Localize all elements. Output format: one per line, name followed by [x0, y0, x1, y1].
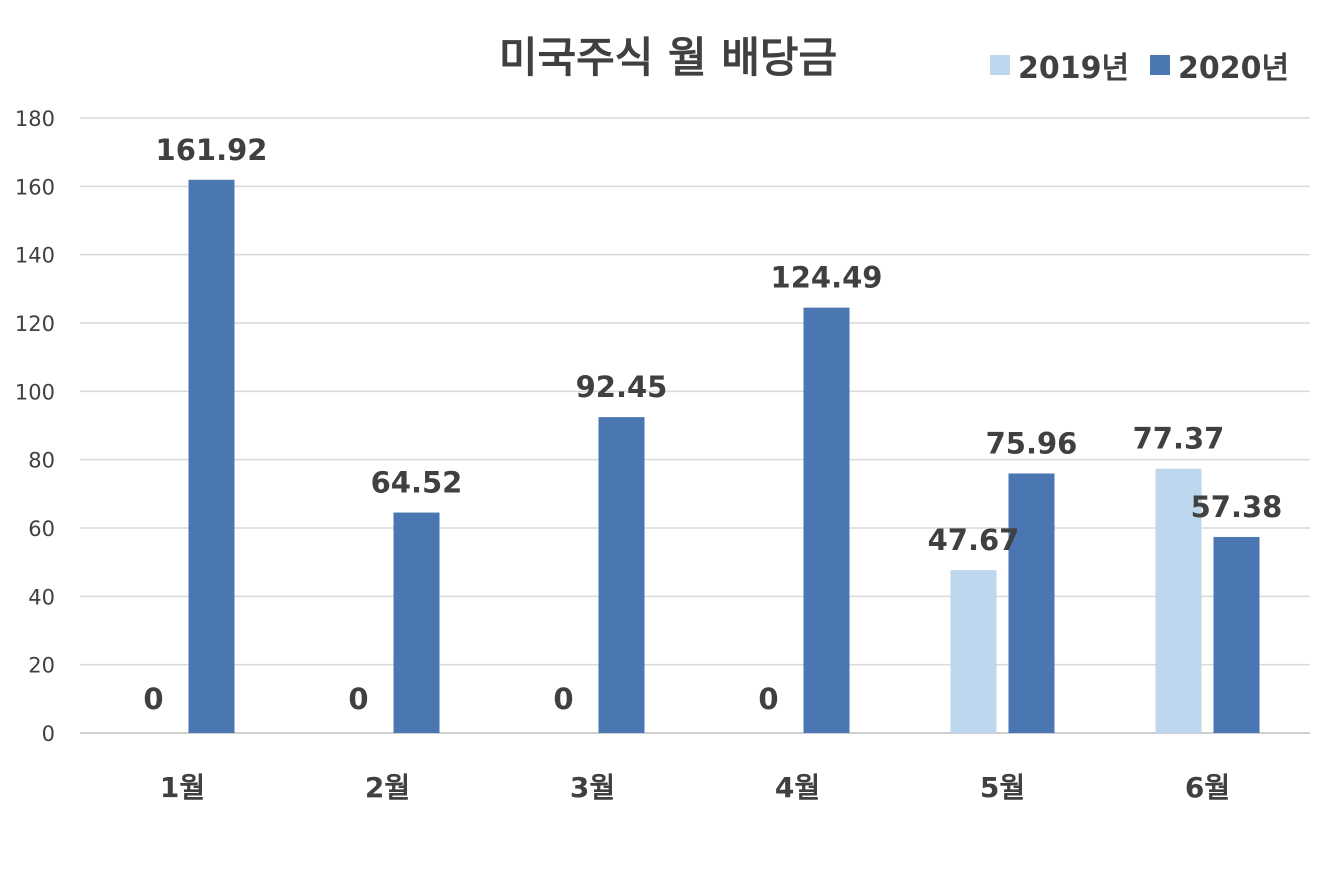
x-tick-2: 2월 — [365, 771, 410, 804]
gridlines — [80, 117, 1310, 734]
x-tick-1: 1월 — [160, 771, 205, 804]
data-label-2019년-1월: 0 — [143, 682, 163, 716]
legend-swatch-2020 — [1150, 55, 1170, 75]
y-tick-100: 100 — [15, 380, 55, 404]
chart-title: 미국주식 월 배당금 — [499, 33, 837, 82]
bar-2020년-5월 — [1008, 473, 1055, 733]
x-tick-3: 3월 — [570, 771, 615, 804]
y-tick-80: 80 — [28, 449, 55, 473]
legend-swatch-2019 — [990, 55, 1010, 75]
data-label-2020년-3월: 92.45 — [576, 370, 668, 404]
bar-2020년-4월 — [803, 307, 850, 733]
x-axis-ticks: 1월 2월 3월 4월 5월 6월 — [160, 771, 1230, 804]
x-tick-4: 4월 — [775, 771, 820, 804]
y-tick-60: 60 — [28, 517, 55, 541]
bar-2019년-5월 — [950, 570, 997, 733]
data-labels: 0 161.92 0 64.52 0 92.45 0 124.49 47.67 75.96 77.3… — [143, 133, 1282, 716]
data-label-2019년-5월: 47.67 — [928, 523, 1020, 557]
data-label-2020년-6월: 57.38 — [1191, 490, 1283, 524]
data-label-2019년-6월: 77.37 — [1133, 422, 1225, 456]
y-tick-20: 20 — [28, 654, 55, 678]
y-tick-160: 160 — [15, 175, 55, 199]
bar-2019년-6월 — [1155, 468, 1202, 733]
legend-label-2019: 2019년 — [1018, 51, 1129, 86]
data-label-2020년-4월: 124.49 — [771, 261, 883, 295]
data-label-2020년-5월: 75.96 — [986, 426, 1078, 460]
y-axis-ticks: 0 20 40 60 80 100 120 140 160 180 — [15, 107, 55, 746]
y-tick-40: 40 — [28, 585, 55, 609]
bars — [188, 179, 1260, 734]
data-label-2020년-2월: 64.52 — [371, 466, 463, 500]
data-label-2019년-4월: 0 — [758, 682, 778, 716]
x-tick-6: 6월 — [1185, 771, 1230, 804]
bar-2020년-2월 — [393, 512, 440, 733]
bar-2020년-1월 — [188, 179, 235, 734]
data-label-2019년-2월: 0 — [348, 682, 368, 716]
y-tick-140: 140 — [15, 244, 55, 268]
y-tick-180: 180 — [15, 107, 55, 131]
y-tick-0: 0 — [42, 722, 55, 746]
bar-2020년-6월 — [1213, 536, 1260, 733]
legend: 2019년 2020년 — [990, 51, 1289, 86]
bar-2020년-3월 — [598, 417, 645, 733]
y-tick-120: 120 — [15, 312, 55, 336]
legend-label-2020: 2020년 — [1178, 51, 1289, 86]
x-tick-5: 5월 — [980, 771, 1025, 804]
data-label-2020년-1월: 161.92 — [156, 133, 268, 167]
data-label-2019년-3월: 0 — [553, 682, 573, 716]
